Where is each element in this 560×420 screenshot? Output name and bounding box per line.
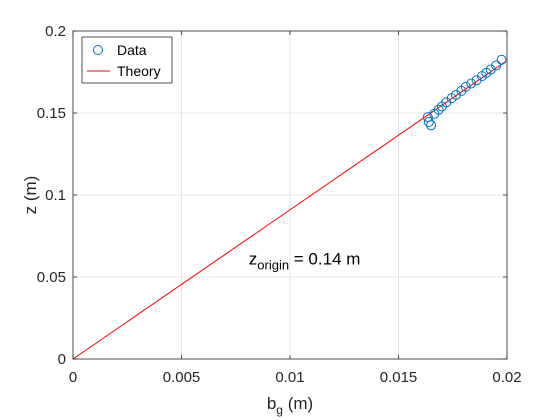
data-point	[460, 81, 471, 92]
y-tick-label: 0.05	[37, 269, 66, 286]
x-tick-label: 0.02	[492, 369, 521, 386]
legend-theory-label: Theory	[117, 63, 161, 79]
data-point	[466, 78, 477, 89]
y-tick-label: 0.1	[45, 187, 66, 204]
data-series	[422, 54, 507, 131]
legend-data-marker-icon	[93, 45, 103, 55]
x-tick-label: 0.01	[275, 369, 304, 386]
x-axis-label: bg (m)	[267, 394, 313, 417]
x-axis-ticks: 0 0.005 0.01 0.015 0.02	[69, 31, 522, 386]
theory-line	[72, 60, 507, 360]
y-axis-ticks: 0 0.05 0.1 0.15 0.2	[37, 23, 507, 368]
x-tick-label: 0.015	[380, 369, 418, 386]
data-point	[491, 60, 502, 71]
theory-series	[72, 60, 507, 360]
y-tick-label: 0	[58, 351, 66, 368]
legend: Data Theory	[81, 36, 173, 84]
x-tick-label: 0.005	[163, 369, 201, 386]
y-tick-label: 0.2	[45, 23, 66, 40]
data-point	[433, 104, 444, 115]
data-point	[496, 54, 507, 65]
y-axis-label: z (m)	[21, 176, 40, 215]
legend-data-label: Data	[117, 42, 147, 58]
data-point	[426, 120, 437, 131]
legend-box	[81, 36, 173, 84]
data-point	[423, 117, 434, 128]
y-tick-label: 0.15	[37, 105, 66, 122]
z-origin-annotation: zorigin = 0.14 m	[249, 250, 361, 273]
x-tick-label: 0	[69, 369, 77, 386]
